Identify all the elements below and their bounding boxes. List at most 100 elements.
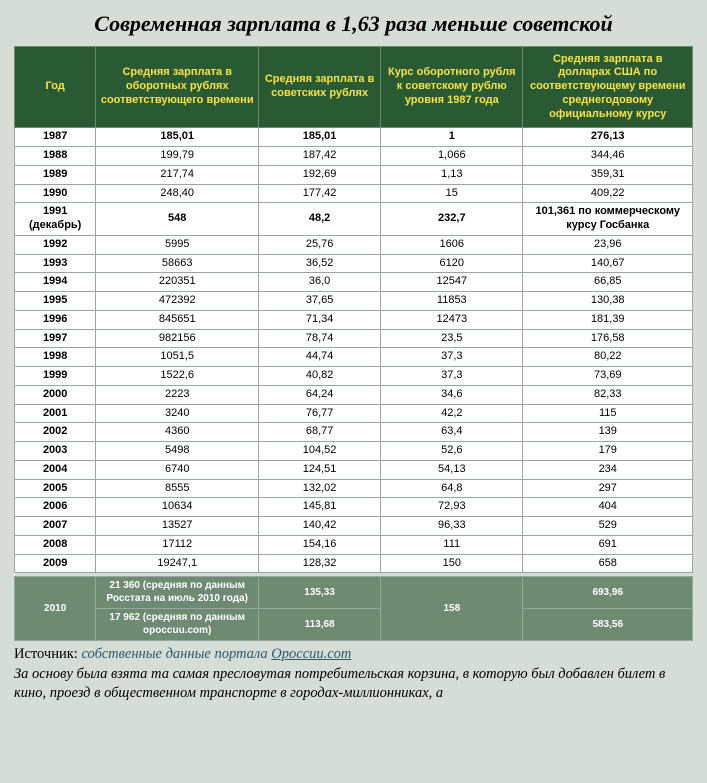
cell-c4: 115 bbox=[523, 404, 693, 423]
cell-c3: 12473 bbox=[381, 310, 523, 329]
cell-c2: 48,2 bbox=[259, 203, 381, 236]
table-row: 1990248,40177,4215409,22 bbox=[15, 184, 693, 203]
cell-c4: 359,31 bbox=[523, 165, 693, 184]
cell-c1: 1051,5 bbox=[96, 348, 259, 367]
cell-c3: 12547 bbox=[381, 273, 523, 292]
cell-c2: 185,01 bbox=[259, 128, 381, 147]
table-row: 199422035136,01254766,85 bbox=[15, 273, 693, 292]
cell-c1: 199,79 bbox=[96, 147, 259, 166]
cell-c1: 17 962 (средняя по данным opoccuu.com) bbox=[96, 609, 259, 641]
cell-c2: 140,42 bbox=[259, 517, 381, 536]
year: 2010 bbox=[15, 577, 96, 641]
col-rate: Курс оборотного рубля к советскому рублю… bbox=[381, 46, 523, 128]
table-footer-row: 17 962 (средняя по данным opoccuu.com)11… bbox=[15, 609, 693, 641]
cell-c2: 36,52 bbox=[259, 254, 381, 273]
cell-c1: 5498 bbox=[96, 442, 259, 461]
table-row: 200919247,1128,32150658 bbox=[15, 554, 693, 573]
cell-c1: 58663 bbox=[96, 254, 259, 273]
year: 1991 (декабрь) bbox=[15, 203, 96, 236]
table-row: 1992599525,76160623,96 bbox=[15, 235, 693, 254]
source-link[interactable]: Opoccuu.com bbox=[271, 646, 351, 662]
table-row: 200713527140,4296,33529 bbox=[15, 517, 693, 536]
cell-c2: 64,24 bbox=[259, 385, 381, 404]
cell-c4: 23,96 bbox=[523, 235, 693, 254]
salary-table: Год Средняя зарплата в оборотных рублях … bbox=[14, 46, 693, 642]
page-container: Современная зарплата в 1,63 раза меньше … bbox=[0, 0, 707, 702]
year: 1996 bbox=[15, 310, 96, 329]
cell-c3: 1,13 bbox=[381, 165, 523, 184]
year: 1997 bbox=[15, 329, 96, 348]
cell-c3: 15 bbox=[381, 184, 523, 203]
table-row: 19981051,544,7437,380,22 bbox=[15, 348, 693, 367]
cell-c3: 64,8 bbox=[381, 479, 523, 498]
cell-c2: 124,51 bbox=[259, 460, 381, 479]
table-row: 1987185,01185,011276,13 bbox=[15, 128, 693, 147]
source-line: Источник: собственные данные портала Opo… bbox=[14, 645, 693, 663]
cell-c3: 37,3 bbox=[381, 348, 523, 367]
year: 2005 bbox=[15, 479, 96, 498]
table-row: 1991 (декабрь)54848,2232,7101,361 по ком… bbox=[15, 203, 693, 236]
cell-c2: 104,52 bbox=[259, 442, 381, 461]
cell-c1: 5995 bbox=[96, 235, 259, 254]
year: 2008 bbox=[15, 535, 96, 554]
cell-c3: 11853 bbox=[381, 292, 523, 311]
table-row: 20035498104,5252,6179 bbox=[15, 442, 693, 461]
year: 1990 bbox=[15, 184, 96, 203]
cell-c2: 25,76 bbox=[259, 235, 381, 254]
cell-c2: 128,32 bbox=[259, 554, 381, 573]
cell-c2: 78,74 bbox=[259, 329, 381, 348]
year: 2001 bbox=[15, 404, 96, 423]
table-row: 20058555132,0264,8297 bbox=[15, 479, 693, 498]
table-row: 199684565171,3412473181,39 bbox=[15, 310, 693, 329]
cell-c4: 409,22 bbox=[523, 184, 693, 203]
source-text: собственные данные портала bbox=[81, 646, 271, 662]
cell-c1: 1522,6 bbox=[96, 367, 259, 386]
cell-c3: 111 bbox=[381, 535, 523, 554]
cell-c1: 6740 bbox=[96, 460, 259, 479]
cell-c1: 217,74 bbox=[96, 165, 259, 184]
cell-c4: 693,96 bbox=[523, 577, 693, 609]
cell-c2: 36,0 bbox=[259, 273, 381, 292]
cell-c4: 73,69 bbox=[523, 367, 693, 386]
cell-c2: 113,68 bbox=[259, 609, 381, 641]
table-row: 2001324076,7742,2115 bbox=[15, 404, 693, 423]
table-row: 200610634145,8172,93404 bbox=[15, 498, 693, 517]
cell-c4: 404 bbox=[523, 498, 693, 517]
table-row: 2000222364,2434,682,33 bbox=[15, 385, 693, 404]
cell-c1: 10634 bbox=[96, 498, 259, 517]
year: 1993 bbox=[15, 254, 96, 273]
year: 1987 bbox=[15, 128, 96, 147]
cell-c2: 132,02 bbox=[259, 479, 381, 498]
cell-c3: 52,6 bbox=[381, 442, 523, 461]
footnote: За основу была взята та самая пресловута… bbox=[14, 665, 693, 701]
cell-c1: 845651 bbox=[96, 310, 259, 329]
cell-c4: 691 bbox=[523, 535, 693, 554]
table-row: 19935866336,526120140,67 bbox=[15, 254, 693, 273]
cell-c4: 658 bbox=[523, 554, 693, 573]
cell-c4: 82,33 bbox=[523, 385, 693, 404]
year: 2000 bbox=[15, 385, 96, 404]
year: 1989 bbox=[15, 165, 96, 184]
cell-c4: 140,67 bbox=[523, 254, 693, 273]
table-body: 1987185,01185,011276,131988199,79187,421… bbox=[15, 128, 693, 641]
cell-c4: 583,56 bbox=[523, 609, 693, 641]
cell-c1: 472392 bbox=[96, 292, 259, 311]
col-year: Год bbox=[15, 46, 96, 128]
cell-c4: 176,58 bbox=[523, 329, 693, 348]
cell-c3: 63,4 bbox=[381, 423, 523, 442]
year: 2003 bbox=[15, 442, 96, 461]
table-footer-row: 201021 360 (средняя по данным Росстата н… bbox=[15, 577, 693, 609]
cell-c3: 72,93 bbox=[381, 498, 523, 517]
cell-c3: 34,6 bbox=[381, 385, 523, 404]
cell-c4: 276,13 bbox=[523, 128, 693, 147]
cell-c2: 135,33 bbox=[259, 577, 381, 609]
cell-c1: 220351 bbox=[96, 273, 259, 292]
cell-c4: 181,39 bbox=[523, 310, 693, 329]
cell-c2: 40,82 bbox=[259, 367, 381, 386]
cell-c3: 96,33 bbox=[381, 517, 523, 536]
cell-c3: 232,7 bbox=[381, 203, 523, 236]
table-row: 1988199,79187,421,066344,46 bbox=[15, 147, 693, 166]
col-rub-current: Средняя зарплата в оборотных рублях соот… bbox=[96, 46, 259, 128]
source-label: Источник: bbox=[14, 646, 81, 662]
year: 2004 bbox=[15, 460, 96, 479]
